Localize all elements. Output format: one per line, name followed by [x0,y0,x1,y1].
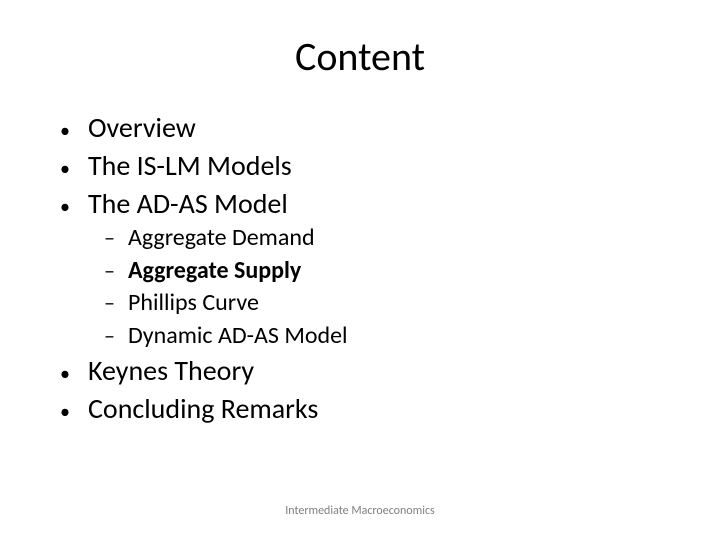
bullet-label: The AD-AS Model [88,185,288,223]
bullet-label: Concluding Remarks [88,390,318,428]
bullet-label: Dynamic AD-AS Model [128,320,348,352]
bullet-concluding: • Concluding Remarks [60,390,684,428]
bullet-icon: • [60,156,88,183]
bullet-label: The IS-LM Models [88,147,292,185]
bullet-icon: • [60,194,88,221]
bullet-label: Overview [88,109,196,147]
slide-title: Content [36,32,684,81]
slide-footer: Intermediate Macroeconomics [0,504,720,518]
bullet-aggregate-demand: – Aggregate Demand [60,222,684,254]
bullet-aggregate-supply: – Aggregate Supply [60,255,684,287]
bullet-label: Aggregate Supply [128,255,301,287]
bullet-overview: • Overview [60,109,684,147]
bullet-islm: • The IS-LM Models [60,147,684,185]
dash-icon: – [104,223,128,253]
bullet-phillips-curve: – Phillips Curve [60,287,684,319]
dash-icon: – [104,288,128,318]
dash-icon: – [104,256,128,286]
dash-icon: – [104,321,128,351]
bullet-adas: • The AD-AS Model [60,185,684,223]
bullet-label: Phillips Curve [128,287,259,319]
bullet-dynamic-adas: – Dynamic AD-AS Model [60,320,684,352]
bullet-icon: • [60,399,88,426]
bullet-keynes: • Keynes Theory [60,352,684,390]
slide-content: • Overview • The IS-LM Models • The AD-A… [36,109,684,428]
bullet-label: Aggregate Demand [128,222,315,254]
bullet-label: Keynes Theory [88,352,254,390]
bullet-icon: • [60,361,88,388]
slide: Content • Overview • The IS-LM Models • … [0,0,720,540]
bullet-icon: • [60,118,88,145]
